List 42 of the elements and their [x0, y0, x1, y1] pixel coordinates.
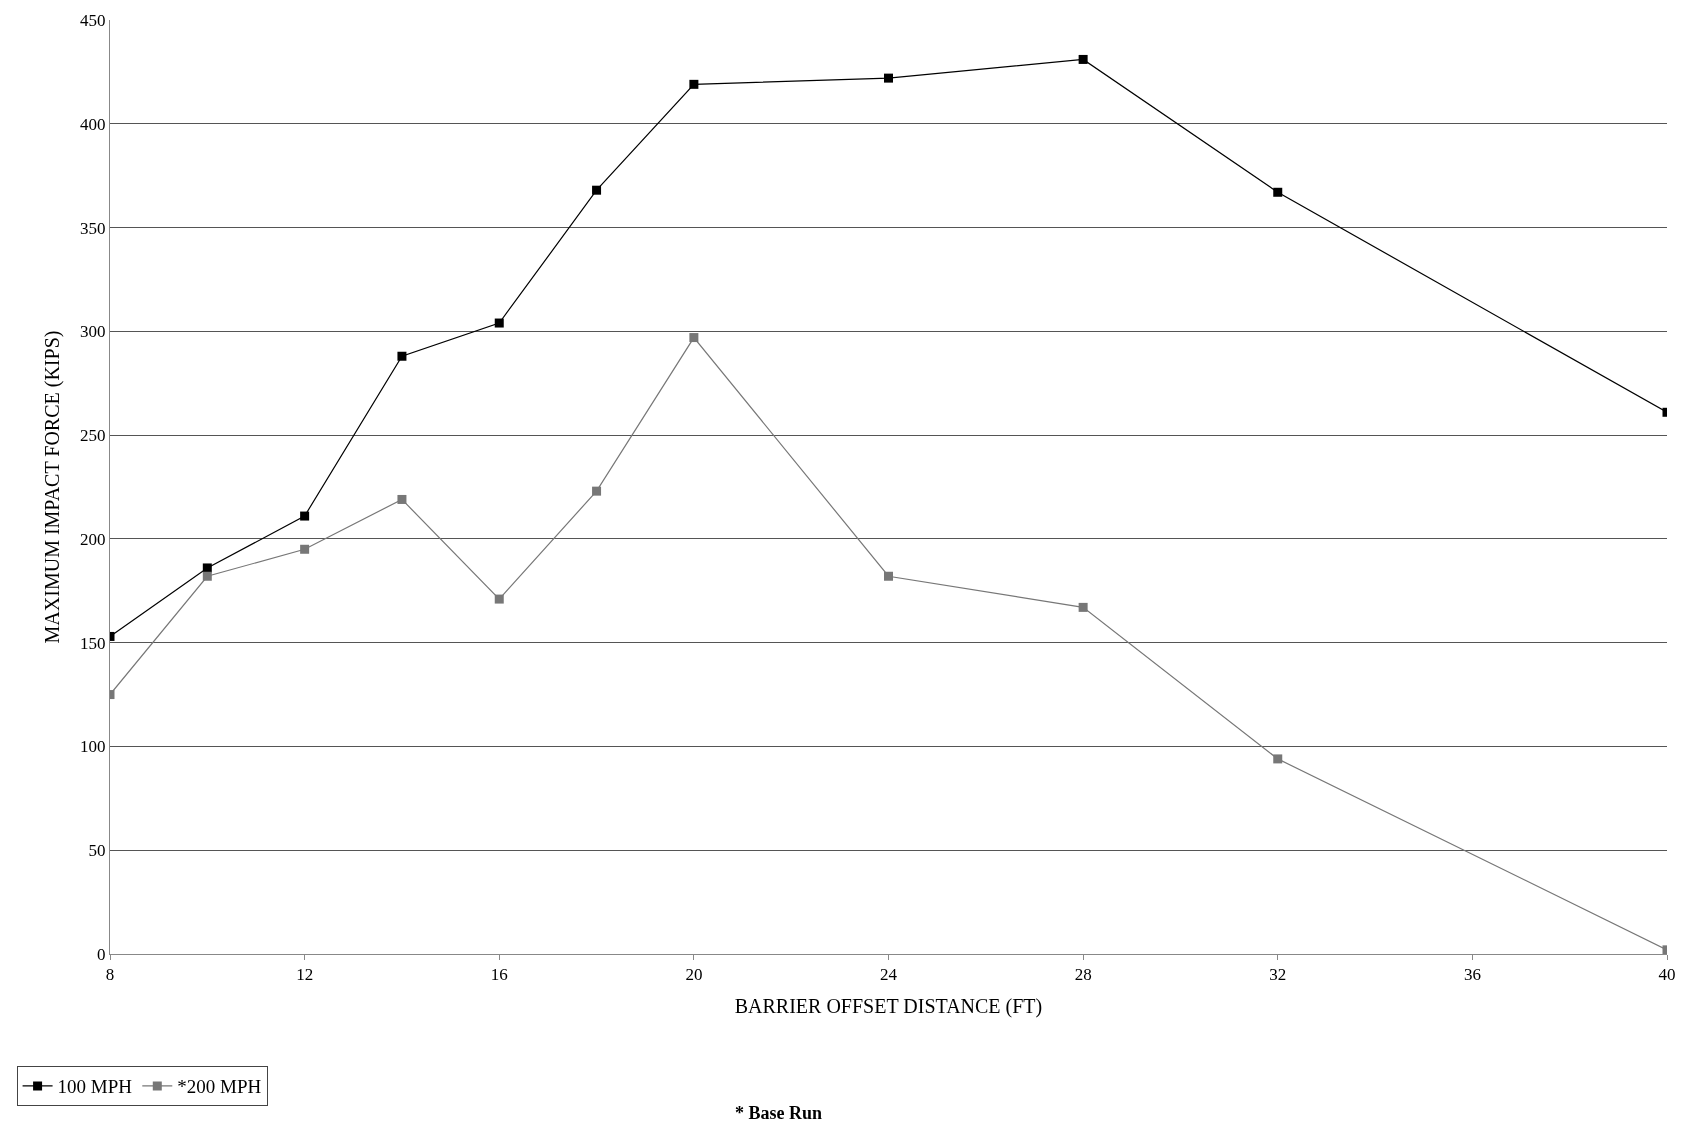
- point: [397, 494, 407, 504]
- y-axis-title: MAXIMUM IMPACT FORCE (KIPS): [40, 330, 64, 644]
- x-tick-label: 24: [880, 965, 898, 985]
- y-tick-label: 100: [80, 737, 106, 757]
- x-tick-label: 40: [1658, 965, 1676, 985]
- y-tick-label: 200: [80, 529, 106, 549]
- point: [592, 486, 602, 496]
- point: [494, 318, 504, 328]
- point: [689, 79, 699, 89]
- x-tick-label: 32: [1269, 965, 1287, 985]
- x-tick-label: 16: [490, 965, 508, 985]
- y-tick-label: 450: [80, 10, 106, 30]
- point: [1078, 54, 1088, 64]
- point: [397, 351, 407, 361]
- text: * Base Run: [735, 1103, 823, 1123]
- point: [202, 563, 212, 573]
- point: [884, 73, 893, 83]
- x-tick-label: 36: [1463, 965, 1481, 985]
- y-tick-label: 400: [80, 114, 106, 134]
- point: [884, 571, 893, 581]
- point: [494, 594, 504, 604]
- point: [300, 544, 310, 554]
- y-tick-label: 350: [80, 218, 106, 238]
- x-axis-title: BARRIER OFFSET DISTANCE (FT): [734, 994, 1043, 1018]
- point: [1273, 187, 1283, 197]
- point: [1078, 602, 1088, 612]
- legend-label: *200 MPH: [177, 1076, 262, 1098]
- point: [1273, 754, 1283, 764]
- point: [689, 333, 699, 343]
- y-tick-label: 150: [80, 633, 106, 653]
- x-tick-label: 28: [1074, 965, 1092, 985]
- y-tick-label: 50: [88, 841, 106, 861]
- y-tick-label: 0: [97, 944, 106, 964]
- x-tick-label: 20: [685, 965, 703, 985]
- legend-label: 100 MPH: [57, 1076, 133, 1098]
- y-tick-label: 250: [80, 426, 106, 446]
- y-tick-label: 300: [80, 322, 106, 342]
- x-tick-label: 8: [105, 965, 115, 985]
- point: [300, 511, 310, 521]
- point: [202, 571, 212, 581]
- point: [592, 185, 602, 195]
- x-tick-label: 12: [296, 965, 314, 985]
